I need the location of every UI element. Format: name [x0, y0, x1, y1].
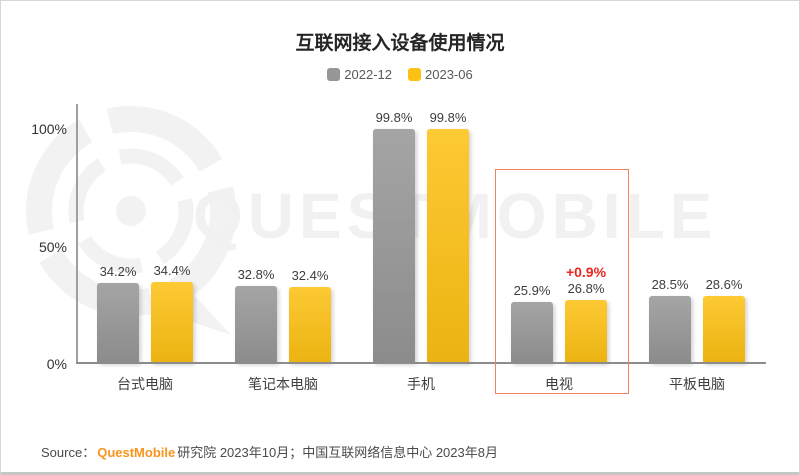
bar-group: 32.8% 32.4% [235, 267, 331, 363]
bar-labels: 32.8% [238, 267, 275, 282]
bar-group: 25.9% +0.9% 26.8% [511, 264, 607, 363]
category-labels: 台式电脑 笔记本电脑 手机 电视 平板电脑 [76, 374, 766, 394]
bar-labels: 34.2% [100, 264, 137, 279]
bar: 99.8% [427, 110, 469, 363]
bar: +0.9% 26.8% [565, 264, 607, 363]
bar: 99.8% [373, 110, 415, 363]
category-label: 平板电脑 [669, 376, 725, 392]
category-label: 手机 [407, 376, 435, 392]
value-label: 34.4% [153, 263, 191, 279]
delta-annotation: +0.9% [565, 264, 607, 280]
legend-item: 2023-06 [408, 67, 473, 82]
source-prefix: Source： [41, 445, 96, 460]
bar: 34.2% [97, 264, 139, 363]
bar: 32.4% [289, 268, 331, 363]
bar-labels: 32.4% [292, 268, 329, 283]
legend-label: 2022-12 [344, 67, 392, 82]
bar-labels: 34.4% [154, 263, 191, 278]
bar-groups: 34.2% 34.4% 32.8% 32.4% 99.8% 99.8% 25.9% +0.9%… [76, 1, 766, 363]
value-label: 99.8% [429, 109, 467, 125]
bar-labels: 99.8% [430, 110, 467, 125]
bar-group: 99.8% 99.8% [373, 110, 469, 363]
y-axis-tick: 100% [31, 121, 67, 137]
value-label: 32.4% [291, 267, 329, 283]
legend-swatch [327, 68, 341, 81]
bar: 34.4% [151, 263, 193, 363]
y-axis-tick: 50% [38, 238, 67, 255]
bar-labels: 99.8% [376, 110, 413, 125]
value-label: 25.9% [513, 283, 551, 299]
bar: 28.5% [649, 277, 691, 363]
source-line: Source： QuestMobile 研究院 2023年10月；中国互联网络信息中… [41, 442, 498, 461]
value-label: 32.8% [237, 266, 275, 282]
legend-swatch [408, 68, 421, 81]
bar-group: 28.5% 28.6% [649, 277, 745, 363]
legend-label: 2023-06 [425, 67, 473, 82]
bar-labels: 28.5% [652, 277, 689, 292]
source-suffix: 研究院 2023年10月；中国互联网络信息中心 2023年8月 [177, 445, 498, 460]
bar-group: 34.2% 34.4% [97, 263, 193, 363]
value-label: 26.8% [567, 281, 605, 296]
chart-title: 互联网接入设备使用情况 [295, 33, 505, 54]
bar: 28.6% [703, 277, 745, 363]
value-label: 28.6% [705, 276, 743, 292]
bar-labels: 25.9% [514, 283, 551, 298]
category-label: 电视 [545, 376, 573, 392]
legend-item: 2022-12 [327, 67, 392, 82]
value-label: 28.5% [651, 277, 689, 292]
bar: 25.9% [511, 283, 553, 363]
value-label: 99.8% [375, 109, 413, 125]
source-brand: QuestMobile [97, 445, 176, 460]
legend: 2022-12 2023-06 [1, 67, 799, 82]
category-label: 台式电脑 [117, 376, 173, 392]
category-label: 笔记本电脑 [248, 376, 318, 392]
y-axis-tick: 0% [46, 356, 67, 372]
bar-labels: 28.6% [706, 277, 743, 292]
bar-labels: +0.9% 26.8% [566, 264, 606, 296]
x-axis-line [76, 362, 766, 364]
value-label: 34.2% [99, 263, 137, 279]
y-axis-line [76, 104, 78, 364]
bar: 32.8% [235, 267, 277, 363]
